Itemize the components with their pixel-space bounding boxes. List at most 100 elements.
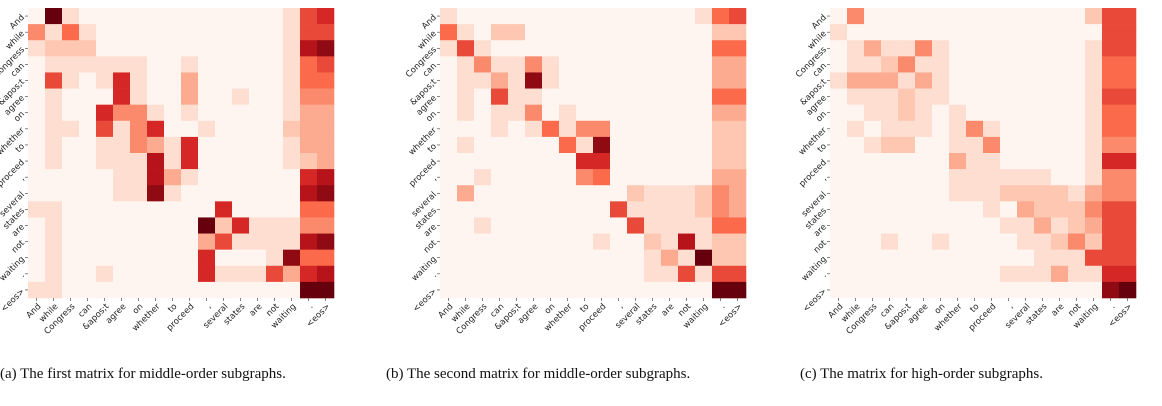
cell: [164, 104, 182, 122]
cell: [181, 120, 199, 138]
cell: [966, 120, 984, 138]
cell: [113, 120, 131, 138]
cell: [130, 104, 148, 122]
cell: [1119, 24, 1137, 41]
cell: [864, 72, 882, 89]
cell: [949, 88, 967, 105]
cell: [678, 56, 696, 73]
cell: [525, 233, 543, 250]
cell: [966, 169, 984, 186]
cell: [610, 56, 628, 73]
cell: [300, 281, 318, 299]
cell: [1102, 217, 1120, 234]
cell: [983, 40, 1001, 57]
cell: [729, 281, 747, 299]
cell: [983, 233, 1001, 250]
cell: [1017, 120, 1035, 138]
cell: [113, 24, 131, 41]
cell: [266, 24, 284, 41]
cell: [610, 169, 628, 186]
cell: [474, 249, 492, 267]
cell: [898, 233, 916, 250]
cell: [474, 185, 492, 202]
cell: [1000, 281, 1018, 299]
cell: [1051, 8, 1069, 25]
cell: [147, 281, 165, 299]
cell: [542, 40, 560, 57]
cell: [678, 217, 696, 234]
cell: [678, 88, 696, 105]
cell: [847, 24, 865, 41]
cell: [283, 233, 301, 250]
cell: [1102, 72, 1120, 89]
cell: [1000, 201, 1018, 218]
cell: [661, 104, 679, 122]
cell: [915, 185, 933, 202]
cell: [983, 72, 1001, 89]
cell: [712, 169, 730, 186]
cell: [45, 169, 63, 186]
y-tick-label: proceed: [407, 158, 438, 189]
cell: [147, 120, 165, 138]
cell: [661, 281, 679, 299]
cell: [932, 249, 950, 267]
cell: [661, 56, 679, 73]
cell: [542, 185, 560, 202]
cell: [1017, 217, 1035, 234]
cell: [317, 265, 335, 283]
cell: [491, 56, 509, 73]
cell: [249, 249, 267, 267]
cell: [164, 217, 182, 234]
cell: [508, 40, 526, 57]
cell: [559, 169, 577, 186]
cell: [440, 153, 458, 170]
cell: [62, 281, 80, 299]
cell: [1051, 201, 1069, 218]
cell: [457, 56, 475, 73]
cell: [232, 8, 250, 25]
cell: [113, 265, 131, 283]
cell: [198, 233, 216, 250]
cell: [542, 136, 560, 154]
cell: [559, 217, 577, 234]
cell: [232, 169, 250, 186]
cell: [249, 120, 267, 138]
cell: [542, 153, 560, 170]
cell: [542, 281, 560, 299]
cell: [644, 8, 662, 25]
cell: [1017, 8, 1035, 25]
cell: [830, 88, 848, 105]
cell: [79, 281, 97, 299]
cell: [966, 217, 984, 234]
cell: [147, 233, 165, 250]
cell: [1051, 233, 1069, 250]
cell: [45, 72, 63, 89]
cell: [300, 24, 318, 41]
cell: [79, 153, 97, 170]
cell: [249, 233, 267, 250]
cell: [147, 72, 165, 89]
cell: [559, 281, 577, 299]
cell: [678, 72, 696, 89]
x-tick-label: ,: [204, 302, 213, 311]
cell: [45, 56, 63, 73]
cell: [559, 40, 577, 57]
y-tick-label: not: [812, 238, 829, 255]
cell: [164, 24, 182, 41]
cell: [1017, 56, 1035, 73]
cell: [695, 88, 713, 105]
cell: [130, 56, 148, 73]
cell: [198, 136, 216, 154]
cell: [712, 281, 730, 299]
cell: [966, 24, 984, 41]
cell: [983, 8, 1001, 25]
cell: [28, 72, 46, 89]
cell: [559, 72, 577, 89]
cell: [932, 120, 950, 138]
cell: [881, 56, 899, 73]
cell: [96, 88, 114, 105]
cell: [45, 8, 63, 25]
cell: [525, 40, 543, 57]
cell: [147, 88, 165, 105]
cell: [491, 201, 509, 218]
